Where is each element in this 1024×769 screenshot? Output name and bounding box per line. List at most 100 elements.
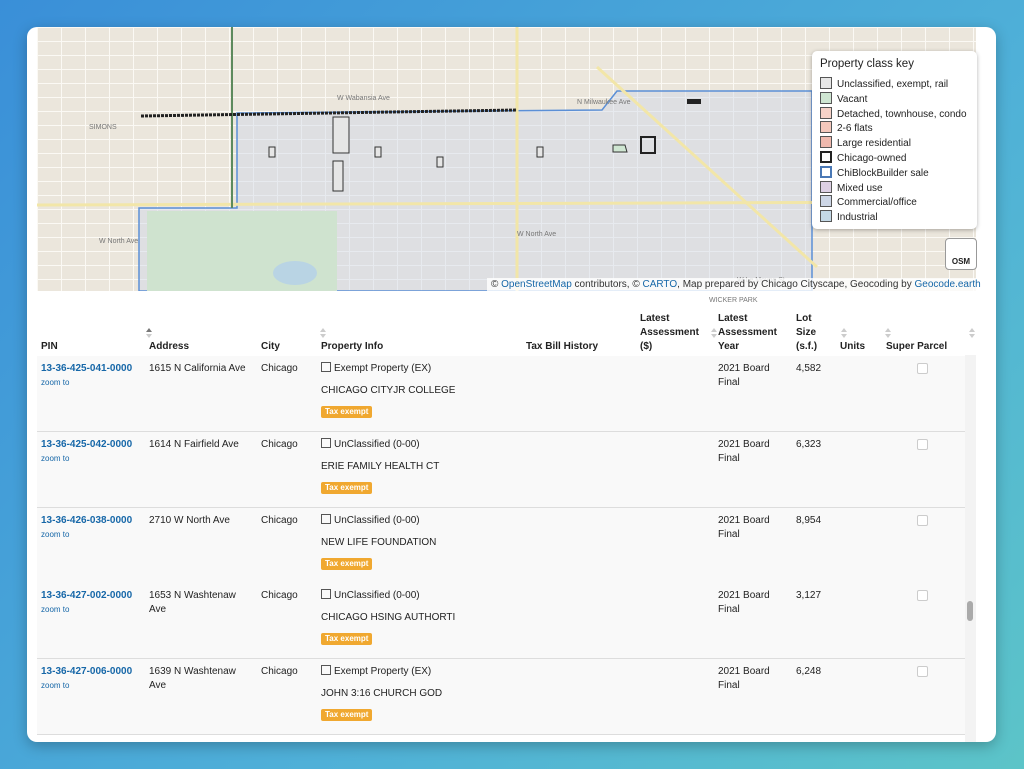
owner: ERIE FAMILY HEALTH CT — [321, 460, 440, 472]
attribution-link[interactable]: OpenStreetMap — [501, 279, 572, 290]
address: 1615 N California Ave — [149, 363, 246, 374]
property-class: UnClassified (0-00) — [321, 589, 420, 603]
class-icon — [321, 362, 331, 372]
super-parcel-checkbox[interactable] — [917, 514, 928, 526]
super-parcel-checkbox[interactable] — [917, 590, 928, 602]
zoom-link[interactable]: zoom to — [41, 605, 70, 615]
pin-link[interactable]: 13-36-425-041-0000 — [41, 363, 133, 374]
street-label: W Wabansia Ave — [337, 95, 390, 102]
lot-size: 4,582 — [796, 363, 822, 374]
zoom-link[interactable]: zoom to — [41, 453, 70, 463]
legend: Property class key Unclassified, exempt, … — [812, 51, 977, 229]
pin-link[interactable]: 13-36-427-002-0000 — [41, 590, 133, 602]
legend-swatch — [820, 121, 832, 134]
legend-item: Mixed use — [820, 180, 883, 195]
column-header[interactable]: Units — [840, 341, 865, 352]
city: Chicago — [261, 666, 298, 678]
city: Chicago — [261, 590, 298, 602]
property-class: UnClassified (0-00) — [321, 513, 420, 528]
table-header: PIN Address City Property Info Tax Bill Hist… — [37, 299, 975, 354]
attribution-text: , Map prepared by Chicago Cityscape, Geo… — [677, 279, 915, 290]
assessment-year: 2021 Board Final — [718, 514, 770, 540]
column-header: Address — [149, 341, 190, 352]
class-text: Exempt Property (EX) — [334, 666, 432, 678]
attribution: © OpenStreetMap contributors, © CARTO, M… — [487, 278, 985, 291]
class-icon — [321, 513, 331, 524]
legend-item: Vacant — [820, 91, 867, 106]
legend-item: ChiBlockBuilder sale — [820, 165, 929, 180]
legend-item: Commercial/office — [820, 195, 917, 209]
address: 1614 N Fairfield Ave — [149, 438, 239, 450]
pin-cell: 13-36-425-041-0000 zoom to — [41, 362, 141, 390]
assessment-year: 2021 Board Final — [718, 666, 770, 692]
column-header[interactable]: Latest Assessment ($) — [640, 313, 699, 352]
sort-up — [885, 328, 891, 332]
super-parcel-checkbox[interactable] — [917, 438, 928, 450]
scroll-thumb[interactable] — [967, 601, 973, 621]
scrollbar[interactable] — [965, 355, 976, 742]
super-parcel-checkbox[interactable] — [917, 666, 928, 678]
owner: CHICAGO HSING AUTHORTI — [321, 612, 456, 624]
card: W Wabansia Ave SIMONS W North Ave W North A… — [27, 27, 996, 742]
assessment-year: 2021 Board Final — [718, 590, 770, 616]
pin-link[interactable]: 13-36-426-038-0000 — [41, 514, 133, 526]
sort-icon — [141, 314, 152, 354]
column-header[interactable]: PIN — [41, 341, 58, 352]
city: Chicago — [261, 438, 298, 450]
zoom-link[interactable]: zoom to — [41, 378, 70, 387]
sort-up — [711, 328, 717, 332]
sort-up — [320, 328, 326, 332]
city: Chicago — [261, 363, 298, 374]
column-header[interactable]: Super Parcel — [886, 341, 948, 352]
owner: JOHN 3:16 CHURCH GOD — [321, 688, 443, 700]
class-text: UnClassified (0-00) — [334, 590, 420, 602]
assessment-year: 2021 Board Final — [718, 438, 770, 464]
table-row: 13-36-426-038-0000 zoom to 2710 W North Av… — [37, 507, 965, 584]
legend-label: Chicago-owned — [837, 153, 907, 164]
legend-label: Unclassified, exempt, rail — [837, 79, 949, 90]
sort-down — [711, 334, 717, 338]
table-row: 13-36-425-042-0000 zoom to 1614 N Fairfiel… — [37, 431, 965, 508]
legend-swatch — [820, 165, 832, 178]
zoom-link[interactable]: zoom to — [41, 529, 70, 539]
legend-label: Mixed use — [837, 182, 883, 194]
legend-title: Property class key — [820, 58, 914, 70]
attribution-link[interactable]: Geocode.earth — [914, 279, 981, 290]
column-header[interactable]: Lot Size (s.f.) — [796, 313, 818, 352]
legend-swatch — [820, 195, 832, 208]
legend-swatch — [820, 210, 832, 223]
legend-item: Detached, townhouse, condo — [820, 106, 967, 121]
pin-cell: 13-36-427-002-0000 zoom to — [41, 589, 141, 617]
legend-item: Chicago-owned — [820, 151, 907, 165]
attribution-text: © — [491, 279, 502, 290]
legend-swatch — [820, 77, 832, 89]
attribution-link[interactable]: CARTO — [642, 279, 678, 290]
osm-button[interactable]: OSM — [945, 238, 977, 270]
sort-icon — [836, 314, 847, 354]
tax-badge: Tax exempt — [321, 481, 373, 494]
column-header: Property Info — [321, 341, 384, 352]
map[interactable]: W Wabansia Ave SIMONS W North Ave W North A… — [37, 27, 985, 304]
legend-swatch — [820, 136, 832, 149]
sort-icon — [706, 314, 717, 354]
super-parcel-checkbox[interactable] — [917, 363, 928, 374]
column-header[interactable]: City — [261, 341, 280, 352]
street-label: W North Ave — [99, 238, 139, 245]
property-class: UnClassified (0-00) — [321, 437, 420, 452]
street-label: W North Ave — [517, 231, 557, 238]
class-text: UnClassified (0-00) — [334, 514, 420, 526]
sort-up — [841, 328, 847, 332]
sort-icon — [880, 314, 891, 354]
pin-link[interactable]: 13-36-427-006-0000 — [41, 666, 133, 678]
class-icon — [321, 437, 331, 448]
legend-item: Large residential — [820, 136, 911, 150]
address: 1639 N Washtenaw Ave — [149, 666, 236, 692]
zoom-link[interactable]: zoom to — [41, 681, 70, 691]
legend-item: Unclassified, exempt, rail — [820, 77, 948, 91]
legend-label: Industrial — [837, 212, 878, 224]
legend-swatch — [820, 180, 832, 193]
lot-size: 6,323 — [796, 438, 822, 450]
pin-link[interactable]: 13-36-425-042-0000 — [41, 438, 133, 450]
address: 1653 N Washtenaw Ave — [149, 590, 236, 616]
